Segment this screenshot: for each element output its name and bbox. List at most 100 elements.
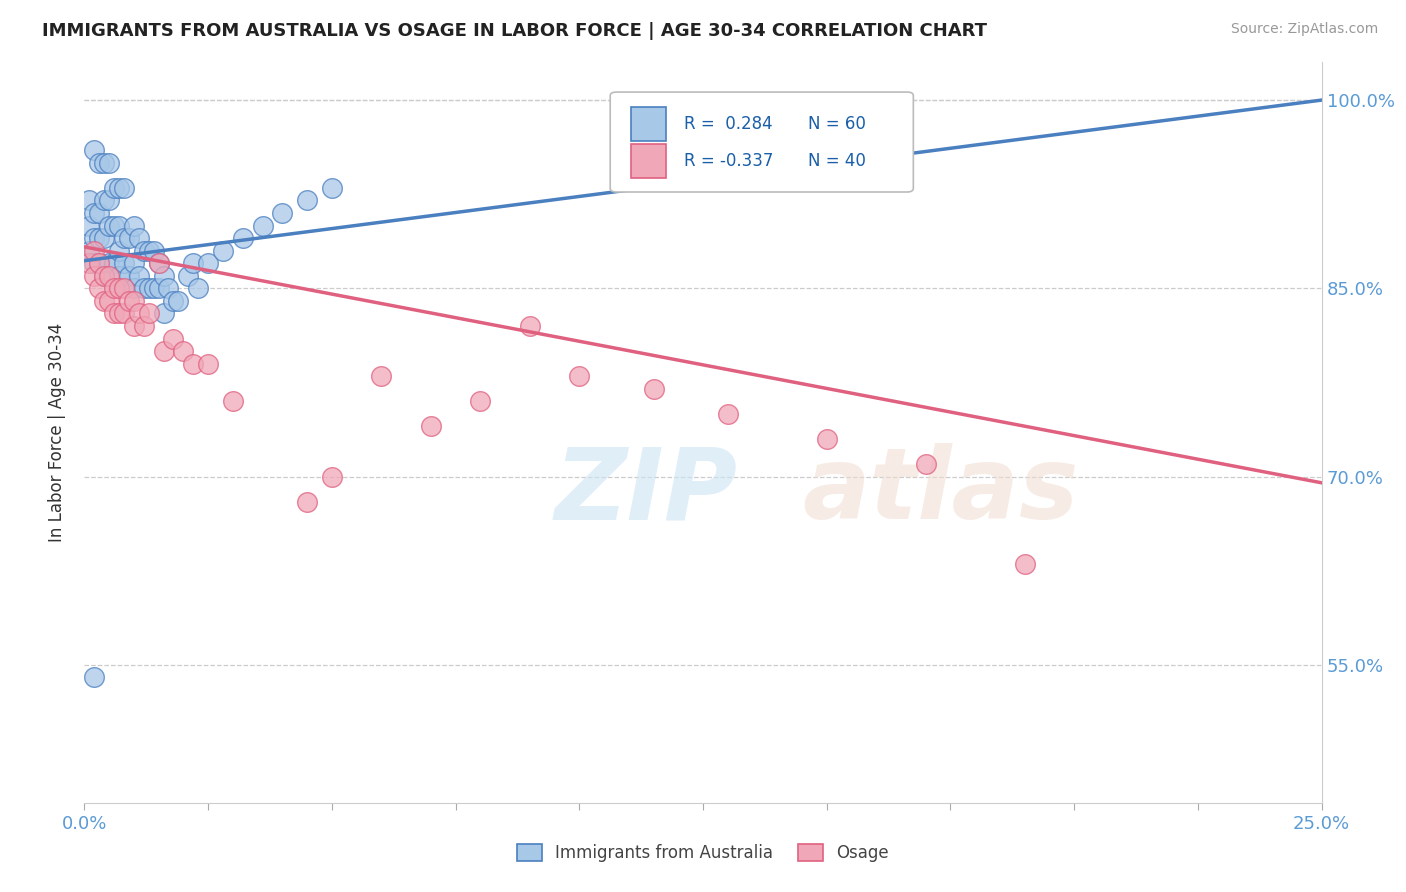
Point bbox=[83, 206, 105, 220]
Point bbox=[108, 281, 131, 295]
Point bbox=[98, 156, 121, 170]
Point bbox=[98, 293, 121, 308]
Point bbox=[271, 206, 294, 220]
Point bbox=[103, 306, 125, 320]
Point bbox=[132, 318, 155, 333]
Point bbox=[79, 244, 101, 258]
FancyBboxPatch shape bbox=[631, 107, 666, 141]
Point bbox=[122, 318, 145, 333]
Point bbox=[321, 181, 343, 195]
Point bbox=[128, 231, 150, 245]
Point bbox=[197, 357, 219, 371]
Point bbox=[138, 306, 160, 320]
Point bbox=[138, 244, 160, 258]
Point bbox=[103, 256, 125, 270]
Point bbox=[181, 256, 204, 270]
Point bbox=[108, 181, 131, 195]
Point bbox=[118, 293, 141, 308]
Point bbox=[79, 256, 101, 270]
Point bbox=[212, 244, 235, 258]
Point bbox=[177, 268, 200, 283]
Point bbox=[222, 394, 245, 409]
Point bbox=[108, 244, 131, 258]
Point bbox=[232, 231, 254, 245]
Point bbox=[79, 219, 101, 233]
Point bbox=[568, 369, 591, 384]
Point bbox=[79, 194, 101, 208]
Point bbox=[122, 256, 145, 270]
Point bbox=[103, 181, 125, 195]
Point bbox=[93, 293, 115, 308]
Point bbox=[148, 281, 170, 295]
Point bbox=[370, 369, 392, 384]
Point bbox=[83, 231, 105, 245]
Y-axis label: In Labor Force | Age 30-34: In Labor Force | Age 30-34 bbox=[48, 323, 66, 542]
Point bbox=[112, 256, 135, 270]
Text: atlas: atlas bbox=[801, 443, 1078, 541]
Point bbox=[142, 244, 165, 258]
Point bbox=[89, 156, 111, 170]
Point bbox=[717, 407, 740, 421]
Point bbox=[103, 281, 125, 295]
Point bbox=[152, 344, 174, 359]
Point bbox=[815, 432, 838, 446]
Point bbox=[172, 344, 194, 359]
Text: R =  0.284: R = 0.284 bbox=[685, 115, 773, 133]
Point bbox=[914, 457, 936, 471]
Point bbox=[83, 268, 105, 283]
Point bbox=[295, 194, 318, 208]
Text: ZIP: ZIP bbox=[554, 443, 738, 541]
Point bbox=[1014, 558, 1036, 572]
Point bbox=[103, 219, 125, 233]
Point bbox=[112, 281, 135, 295]
Point bbox=[643, 382, 665, 396]
Point bbox=[89, 256, 111, 270]
Point bbox=[470, 394, 492, 409]
Point bbox=[108, 268, 131, 283]
Point bbox=[419, 419, 441, 434]
Point bbox=[93, 231, 115, 245]
Point bbox=[321, 469, 343, 483]
Point bbox=[83, 256, 105, 270]
Point bbox=[93, 268, 115, 283]
Point bbox=[83, 143, 105, 157]
Point bbox=[98, 268, 121, 283]
FancyBboxPatch shape bbox=[610, 92, 914, 192]
Point bbox=[122, 219, 145, 233]
Point bbox=[122, 281, 145, 295]
Point bbox=[152, 268, 174, 283]
Point bbox=[132, 281, 155, 295]
Point bbox=[118, 268, 141, 283]
Point bbox=[197, 256, 219, 270]
Point bbox=[112, 306, 135, 320]
Point bbox=[83, 670, 105, 684]
Point bbox=[93, 194, 115, 208]
Point bbox=[93, 268, 115, 283]
Point bbox=[252, 219, 274, 233]
Point bbox=[142, 281, 165, 295]
Point bbox=[89, 206, 111, 220]
Point bbox=[98, 194, 121, 208]
Text: R = -0.337: R = -0.337 bbox=[685, 152, 773, 169]
Point bbox=[295, 494, 318, 508]
Point bbox=[89, 256, 111, 270]
Point bbox=[162, 331, 184, 345]
Point bbox=[98, 256, 121, 270]
FancyBboxPatch shape bbox=[631, 145, 666, 178]
Text: N = 60: N = 60 bbox=[808, 115, 866, 133]
Point bbox=[519, 318, 541, 333]
Point bbox=[148, 256, 170, 270]
Point bbox=[187, 281, 209, 295]
Legend: Immigrants from Australia, Osage: Immigrants from Australia, Osage bbox=[510, 837, 896, 869]
Point bbox=[108, 306, 131, 320]
Point bbox=[148, 256, 170, 270]
Text: IMMIGRANTS FROM AUSTRALIA VS OSAGE IN LABOR FORCE | AGE 30-34 CORRELATION CHART: IMMIGRANTS FROM AUSTRALIA VS OSAGE IN LA… bbox=[42, 22, 987, 40]
Text: N = 40: N = 40 bbox=[808, 152, 866, 169]
Point bbox=[128, 268, 150, 283]
Point bbox=[112, 231, 135, 245]
Point bbox=[89, 231, 111, 245]
Point bbox=[112, 181, 135, 195]
Point bbox=[98, 219, 121, 233]
Point bbox=[132, 244, 155, 258]
Point bbox=[167, 293, 190, 308]
